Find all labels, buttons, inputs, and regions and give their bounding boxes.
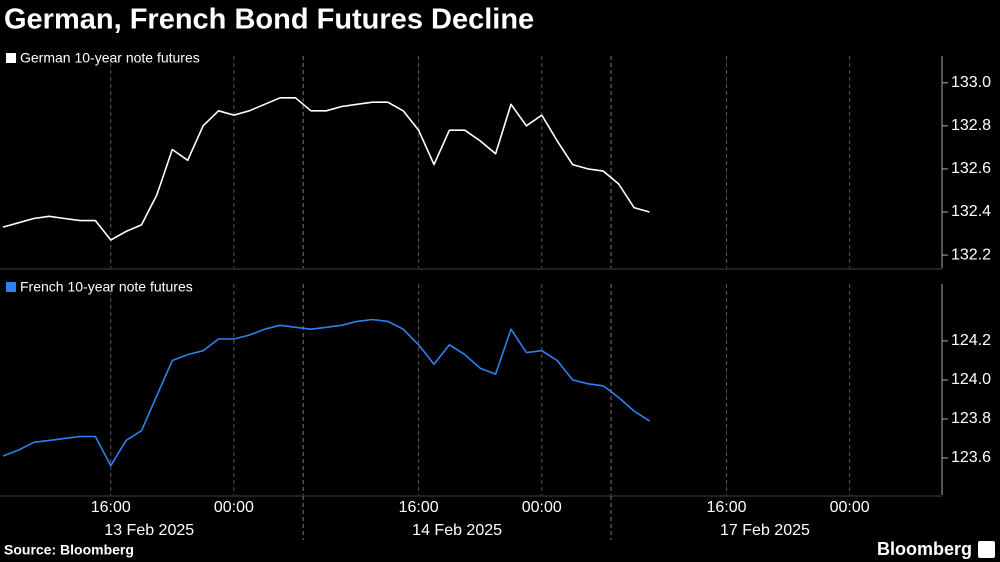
x-group-label: 13 Feb 2025 [104, 522, 194, 539]
y-tick-label: 133.0 [951, 74, 991, 91]
chart-title: German, French Bond Futures Decline [4, 4, 534, 36]
y-tick-label: 132.2 [951, 246, 991, 263]
brand: Bloomberg [877, 539, 972, 559]
y-tick-label: 124.0 [951, 371, 991, 388]
x-group-label: 14 Feb 2025 [412, 522, 502, 539]
source: Source: Bloomberg [4, 542, 134, 558]
x-tick-label: 16:00 [91, 499, 131, 516]
y-tick-label: 123.8 [951, 410, 991, 427]
x-tick-label: 16:00 [706, 499, 746, 516]
legend-label: German 10-year note futures [20, 50, 200, 66]
brand-icon [978, 541, 995, 558]
x-tick-label: 00:00 [830, 499, 870, 516]
y-tick-label: 132.6 [951, 160, 991, 177]
y-tick-label: 132.4 [951, 203, 991, 220]
x-tick-label: 16:00 [399, 499, 439, 516]
x-group-label: 17 Feb 2025 [720, 522, 810, 539]
legend-swatch [6, 282, 16, 292]
y-tick-label: 132.8 [951, 117, 991, 134]
line [2, 318, 650, 467]
x-tick-label: 00:00 [214, 499, 254, 516]
legend-swatch [6, 53, 16, 63]
line [2, 97, 650, 241]
x-tick-label: 00:00 [522, 499, 562, 516]
y-tick-label: 124.2 [951, 332, 991, 349]
legend-label: French 10-year note futures [20, 279, 193, 295]
y-tick-label: 123.6 [951, 449, 991, 466]
